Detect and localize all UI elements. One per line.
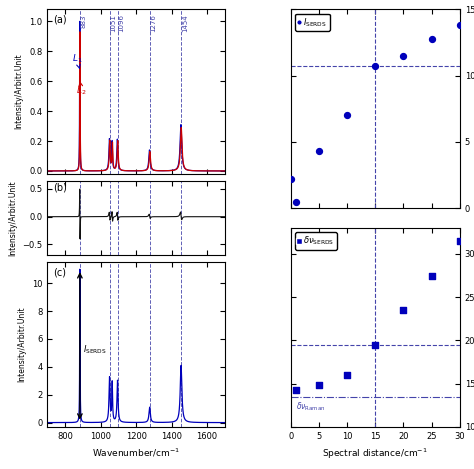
Text: $I_{\mathrm{SERDS}}$: $I_{\mathrm{SERDS}}$ [83,344,107,356]
Point [292,387,300,394]
Text: (b): (b) [53,183,67,193]
Point [428,35,436,42]
Text: (a): (a) [53,15,66,24]
Y-axis label: Intensity/Arbitr.Unit: Intensity/Arbitr.Unit [15,54,24,129]
Point [287,175,294,183]
Point [315,147,323,155]
X-axis label: Wavenumber/cm$^{-1}$: Wavenumber/cm$^{-1}$ [92,446,180,459]
Text: 1051: 1051 [110,15,116,32]
Point [372,62,379,70]
Legend: $\delta\nu_{\mathrm{SERDS}}$: $\delta\nu_{\mathrm{SERDS}}$ [295,232,337,250]
Text: $L_1$: $L_1$ [72,53,82,68]
Point [343,371,351,378]
Text: (d): (d) [298,15,311,25]
Text: 1454: 1454 [182,15,188,32]
Point [292,198,300,205]
Y-axis label: Intensity/Arbitr.Unit: Intensity/Arbitr.Unit [8,180,17,256]
Text: $\delta\nu_{\mathrm{Raman}}$: $\delta\nu_{\mathrm{Raman}}$ [296,401,326,413]
Text: (e): (e) [298,234,311,244]
X-axis label: Spectral distance/cm$^{-1}$: Spectral distance/cm$^{-1}$ [322,446,428,461]
Point [400,306,407,314]
Text: 883: 883 [81,15,86,28]
Text: 1096: 1096 [118,15,124,32]
Point [372,341,379,348]
Y-axis label: Intensity/Arbitr.Unit: Intensity/Arbitr.Unit [18,307,27,382]
Point [400,52,407,60]
Text: (c): (c) [53,267,66,277]
Legend: $I_{\mathrm{SERDS}}$: $I_{\mathrm{SERDS}}$ [295,14,329,31]
Point [343,112,351,119]
Point [315,382,323,389]
Point [456,22,464,29]
Text: 1276: 1276 [150,15,156,32]
Point [428,272,436,280]
Text: $L_2$: $L_2$ [76,82,87,97]
Point [456,237,464,245]
